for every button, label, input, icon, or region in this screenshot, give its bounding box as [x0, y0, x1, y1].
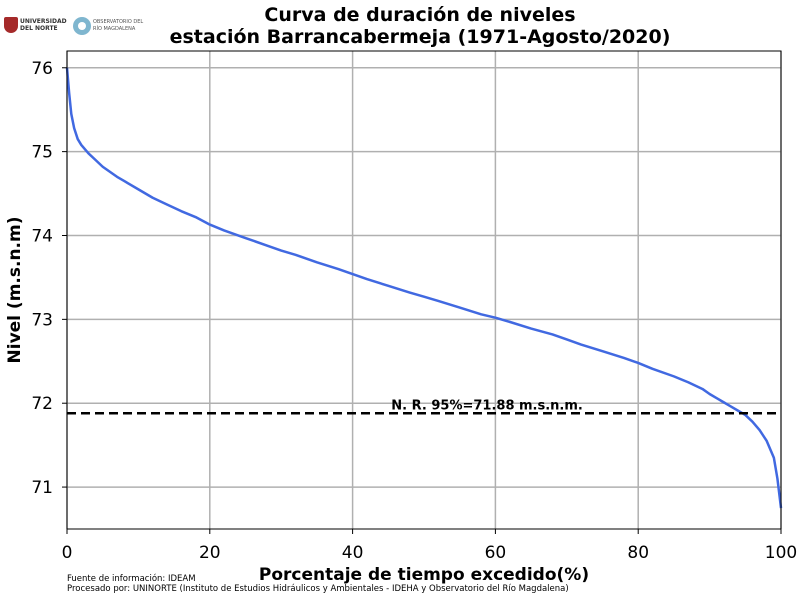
x-tick-label: 40: [342, 543, 364, 563]
footer-notes: Fuente de información: IDEAM Procesado p…: [67, 574, 569, 594]
observatorio-logo-line2: RÍO MAGDALENA: [93, 26, 136, 32]
uninorte-logo-line2: DEL NORTE: [20, 25, 58, 32]
x-tick-label: 100: [765, 543, 797, 563]
observatorio-logo: OBSERVATORIO DEL RÍO MAGDALENA: [73, 17, 143, 35]
x-tick-label: 20: [199, 543, 221, 563]
reference-annotation: N. R. 95%=71.88 m.s.n.m.: [391, 398, 583, 413]
chart-title-line1: Curva de duración de niveles: [264, 4, 576, 26]
series-layer: [65, 67, 783, 509]
y-tick-label: 74: [31, 226, 53, 246]
duration-curve-line: [65, 67, 783, 509]
y-tick-label: 75: [31, 143, 53, 163]
x-tick-label: 60: [485, 543, 507, 563]
shield-icon: [4, 17, 18, 33]
observatorio-logo-line1: OBSERVATORIO DEL: [93, 19, 144, 25]
uninorte-logo: UNIVERSIDAD DEL NORTE: [4, 17, 67, 33]
chart-title-line2: estación Barrancabermeja (1971-Agosto/20…: [169, 26, 671, 48]
y-axis-label: Nivel (m.s.n.m): [5, 217, 25, 364]
y-tick-label: 76: [31, 59, 53, 79]
observatorio-emblem-icon: [73, 17, 91, 35]
uninorte-logo-line1: UNIVERSIDAD: [20, 18, 67, 25]
x-tick-label: 0: [62, 543, 73, 563]
x-tick-label: 80: [627, 543, 649, 563]
x-axis-label: Porcentaje de tiempo excedido(%): [259, 565, 589, 585]
footer-source: Fuente de información: IDEAM: [67, 574, 196, 584]
y-tick-label: 72: [31, 394, 53, 414]
y-tick-label: 73: [31, 310, 53, 330]
chart-title: Curva de duración de niveles estación Ba…: [60, 4, 780, 48]
footer-processed-by: Procesado por: UNINORTE (Instituto de Es…: [67, 584, 569, 594]
y-tick-label: 71: [31, 478, 53, 498]
plot-frame: [66, 50, 782, 530]
grid-lines: [66, 51, 782, 529]
tick-layer: 0 20 40 60 80 100 71 72 73 74 75 76: [31, 59, 797, 563]
